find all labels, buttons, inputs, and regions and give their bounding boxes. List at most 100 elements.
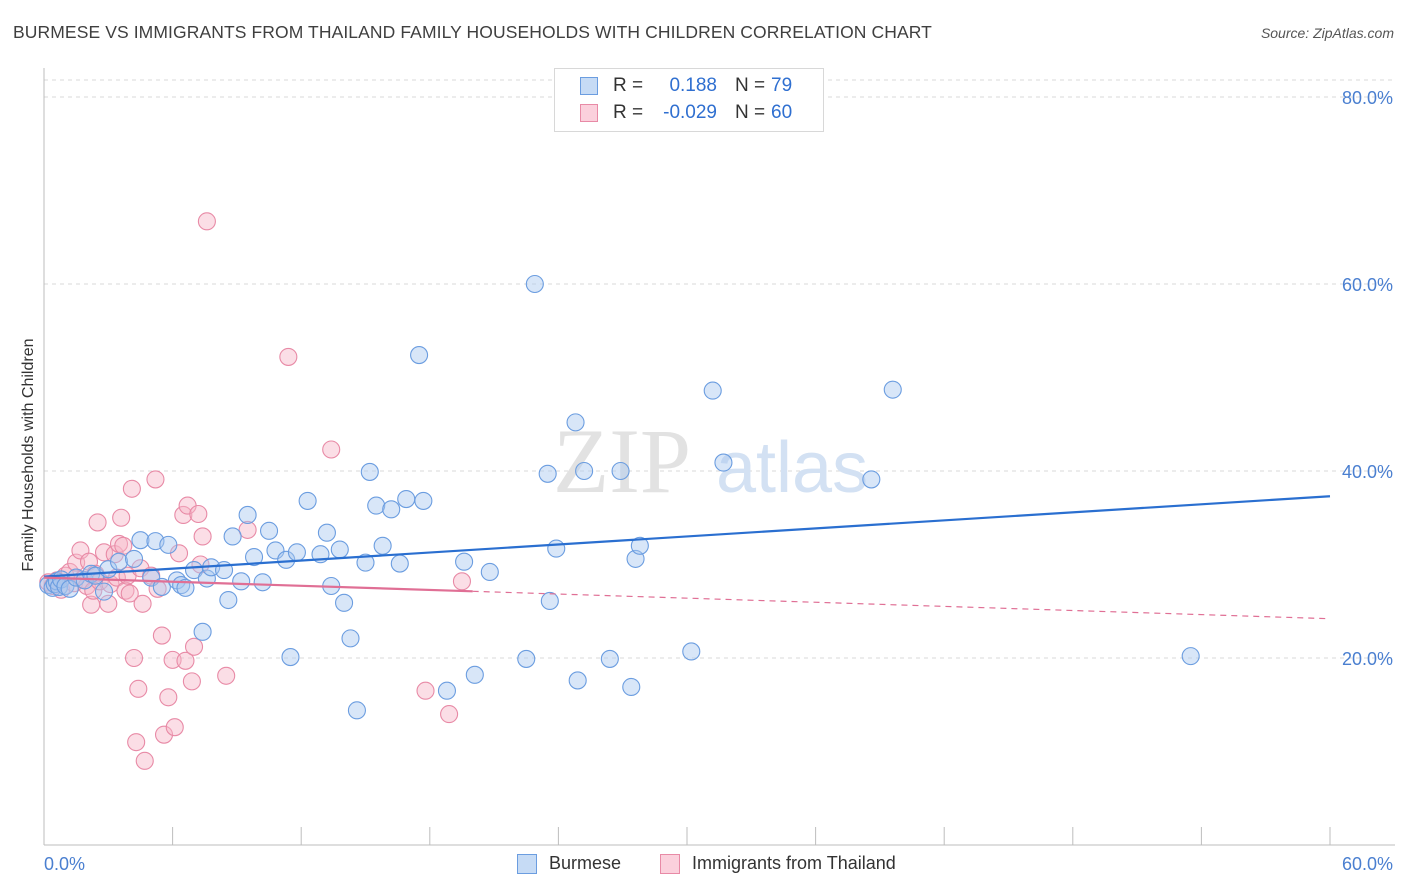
- data-point: [356, 553, 375, 572]
- data-point: [277, 550, 296, 569]
- n-label: N =: [735, 75, 766, 96]
- data-point: [414, 491, 433, 510]
- y-tick-label: 60.0%: [1342, 275, 1393, 295]
- data-point: [540, 591, 559, 611]
- data-point: [360, 462, 379, 481]
- data-point: [455, 552, 474, 571]
- data-point: [611, 461, 630, 481]
- data-point: [547, 539, 566, 558]
- data-point: [600, 649, 619, 668]
- data-point: [152, 626, 171, 645]
- data-point: [416, 681, 435, 700]
- data-point: [67, 553, 86, 572]
- data-point: [517, 649, 536, 668]
- data-point: [347, 701, 366, 720]
- data-point: [135, 751, 154, 770]
- stats-legend: R = 0.188 N = 79 R = -0.029 N = 60: [554, 68, 824, 132]
- data-point: [714, 453, 733, 472]
- data-point: [159, 688, 178, 707]
- data-point: [189, 504, 208, 524]
- data-point: [122, 479, 141, 498]
- data-point: [60, 579, 79, 598]
- data-point: [367, 496, 386, 515]
- axes: [43, 68, 1395, 846]
- data-point: [193, 622, 212, 641]
- data-point: [197, 212, 216, 231]
- grid-lines: [44, 79, 1395, 659]
- series-burmese-points: [39, 274, 1200, 720]
- stats-row-burmese: R = 0.188 N = 79: [555, 74, 823, 100]
- data-point: [184, 637, 204, 656]
- data-point: [452, 572, 472, 591]
- data-point: [253, 573, 272, 592]
- burmese-swatch: [580, 77, 598, 95]
- data-point: [525, 274, 544, 294]
- data-point: [163, 650, 182, 669]
- data-point: [1181, 647, 1200, 666]
- data-point: [146, 470, 165, 489]
- data-point: [322, 440, 341, 459]
- data-point: [131, 531, 150, 550]
- data-point: [193, 527, 212, 546]
- data-point: [112, 508, 131, 527]
- thailand-trend-line-dashed: [472, 590, 1331, 620]
- data-point: [373, 536, 392, 555]
- data-point: [538, 464, 557, 483]
- data-point: [75, 571, 94, 590]
- data-point: [397, 489, 416, 509]
- series-legend: Burmese Immigrants from Thailand: [0, 852, 1406, 878]
- tick-labels: 20.0% 40.0% 60.0% 80.0% 0.0% 60.0%: [44, 88, 1393, 874]
- y-tick-label: 80.0%: [1342, 88, 1393, 108]
- data-point: [223, 527, 242, 546]
- data-point: [703, 381, 722, 400]
- data-point: [176, 578, 195, 597]
- data-point: [287, 543, 306, 562]
- watermark-zip: ZIP: [553, 410, 691, 512]
- data-point: [622, 677, 641, 697]
- data-point: [575, 461, 594, 481]
- source-credit: Source: ZipAtlas.com: [1260, 25, 1394, 41]
- x-tick-label: 0.0%: [44, 854, 85, 874]
- data-point: [281, 648, 300, 667]
- data-point: [298, 491, 317, 510]
- data-point: [682, 642, 701, 661]
- data-point: [152, 577, 171, 596]
- data-point: [279, 347, 298, 366]
- r-label: R =: [613, 102, 644, 123]
- r-value: 0.188: [669, 75, 717, 96]
- thailand-trend-line-solid: [43, 576, 473, 593]
- thailand-swatch: [660, 854, 680, 874]
- data-point: [330, 540, 349, 559]
- data-point: [99, 594, 118, 613]
- n-value: 79: [771, 75, 793, 96]
- thailand-swatch: [580, 104, 598, 122]
- data-point: [341, 629, 360, 648]
- data-point: [182, 672, 201, 691]
- data-point: [437, 681, 456, 700]
- r-label: R =: [613, 75, 644, 96]
- data-point: [480, 562, 499, 582]
- data-point: [410, 346, 429, 365]
- burmese-trend-line: [43, 495, 1331, 578]
- data-point: [133, 594, 152, 613]
- trend-lines: [43, 495, 1331, 620]
- data-point: [382, 500, 401, 519]
- data-point: [154, 725, 174, 744]
- data-point: [244, 547, 264, 567]
- data-point: [176, 651, 195, 670]
- data-point: [165, 718, 184, 737]
- legend-label: Burmese: [549, 853, 622, 873]
- data-point: [862, 470, 881, 489]
- x-tick-label: 60.0%: [1342, 854, 1393, 874]
- legend-label: Immigrants from Thailand: [692, 853, 896, 873]
- data-point: [159, 535, 178, 554]
- n-label: N =: [735, 102, 766, 123]
- data-point: [259, 521, 279, 540]
- data-point: [232, 572, 251, 591]
- data-point: [238, 520, 257, 539]
- data-point: [630, 536, 649, 555]
- data-point: [335, 593, 354, 612]
- data-point: [94, 582, 114, 601]
- burmese-swatch: [517, 854, 537, 874]
